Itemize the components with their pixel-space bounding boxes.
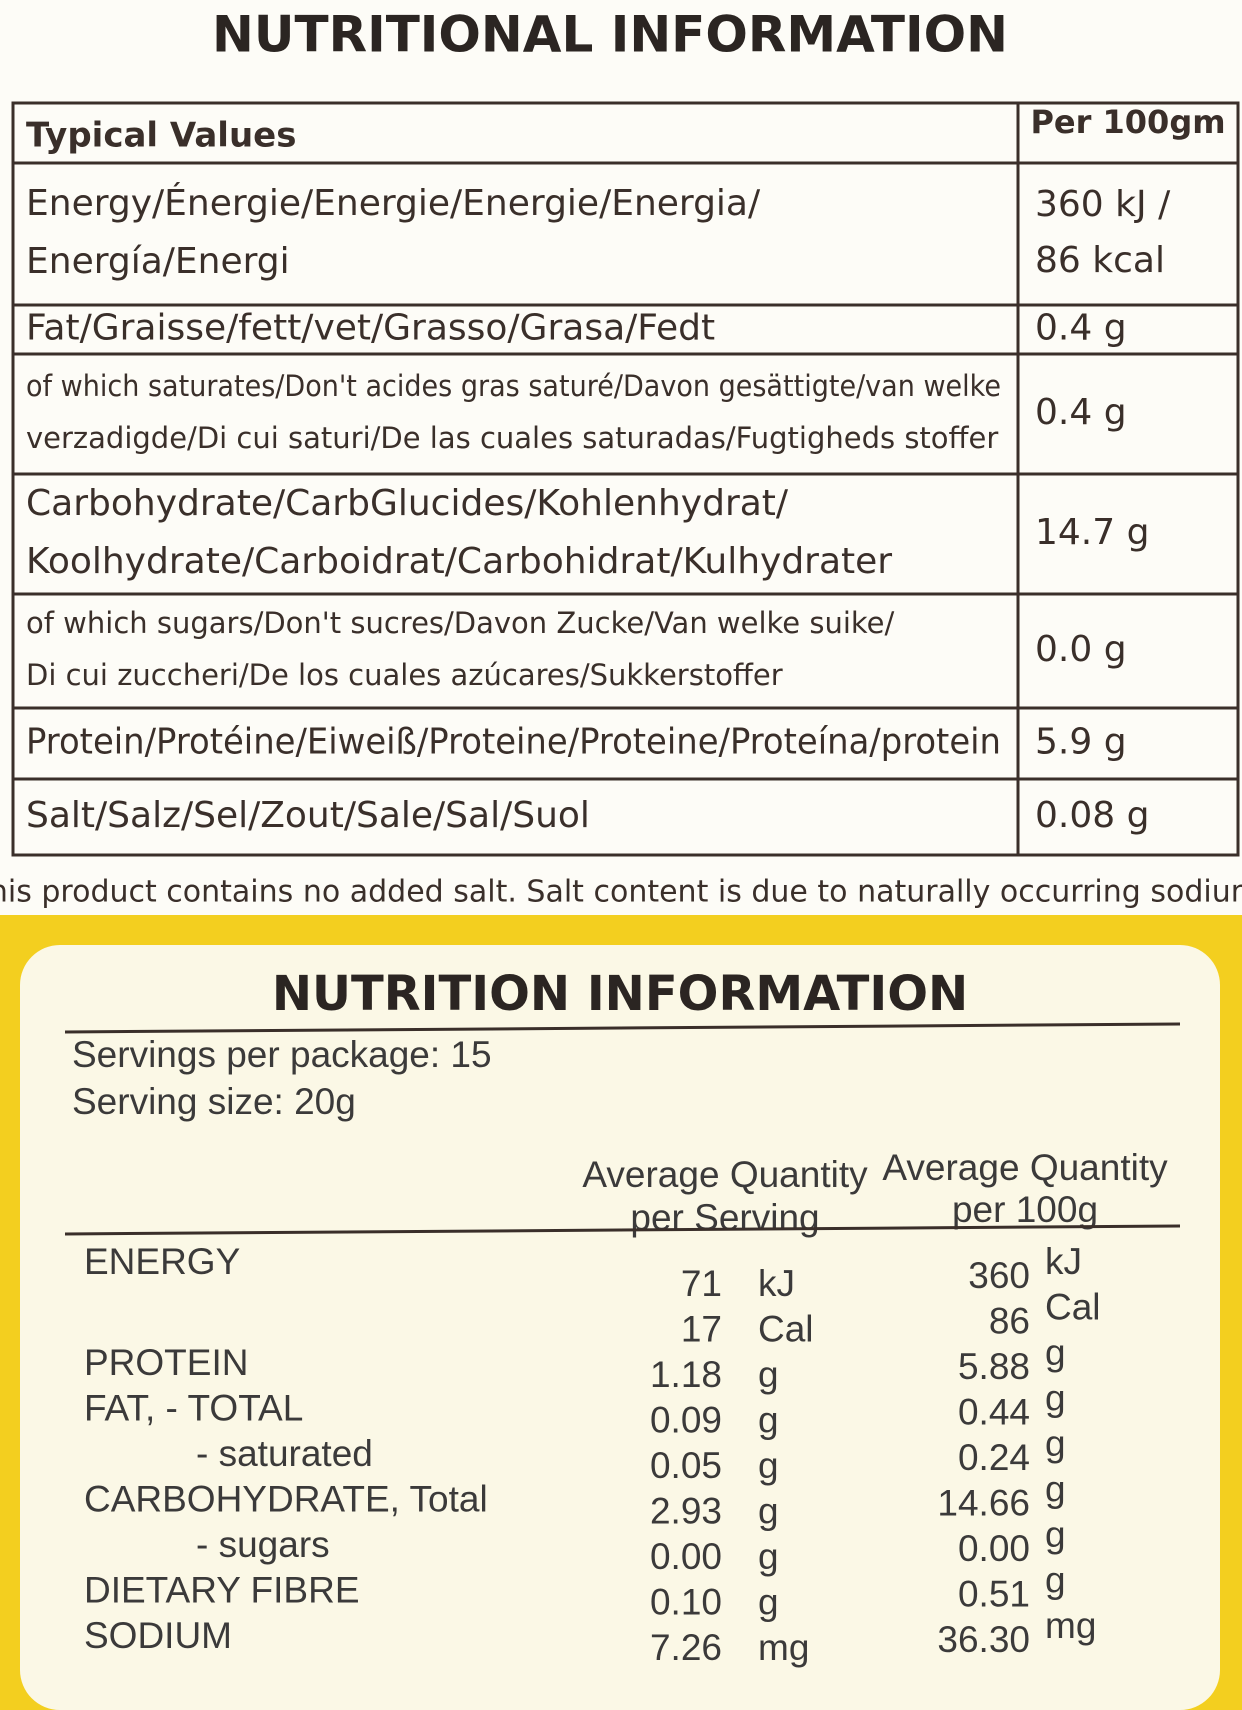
rule [64,1224,1181,1236]
serving-amount: 0.00 [650,1536,722,1577]
serving-unit: g [758,1354,779,1395]
per100-unit: g [1045,1377,1066,1418]
top-panel [0,0,1242,915]
row-label: Koolhydrate/Carboidrat/Carbohidrat/Kulhy… [26,541,892,582]
nutrient-label: ENERGY [84,1241,240,1282]
per100-amount: 0.24 [958,1437,1030,1478]
bottom-panel [20,945,1220,1710]
serving-unit: g [758,1536,779,1577]
row-label: Energía/Energi [26,241,290,282]
per100-amount: 36.30 [937,1619,1030,1660]
serving-size: Serving size: 20g [72,1081,356,1122]
serving-amount: 0.05 [650,1445,722,1486]
nutrient-label: - saturated [196,1433,373,1474]
row-value: 360 kJ / [1035,184,1171,225]
row-value: 0.4 g [1035,392,1127,433]
serving-unit: kJ [758,1263,795,1304]
serving-amount: 17 [681,1308,722,1349]
top-title: NUTRITIONAL INFORMATION [212,6,1008,64]
row-label: of which sugars/Don't sucres/Davon Zucke… [26,606,895,640]
serving-unit: g [758,1445,779,1486]
serving-unit: g [758,1490,779,1531]
row-label: Carbohydrate/CarbGlucides/Kohlenhydrat/ [26,483,789,524]
per100-unit: mg [1045,1605,1096,1646]
serving-amount: 1.18 [650,1354,722,1395]
row-label: Protein/Protéine/Eiweiß/Proteine/Protein… [26,722,1001,763]
serving-amount: 71 [681,1263,722,1304]
per100-amount: 14.66 [937,1482,1030,1523]
rule [64,1022,1181,1034]
column-header: per 100g [952,1189,1098,1230]
per100-amount: 86 [989,1300,1030,1341]
serving-unit: Cal [758,1308,814,1349]
nutrient-label: CARBOHYDRATE, Total [84,1478,488,1519]
nutrient-label: DIETARY FIBRE [84,1569,360,1610]
serving-unit: mg [758,1627,809,1668]
row-value: 14.7 g [1035,512,1149,553]
per100-unit: Cal [1045,1286,1101,1327]
per100-amount: 5.88 [958,1346,1030,1387]
row-value: 0.4 g [1035,308,1127,349]
nutrient-label: PROTEIN [84,1342,248,1383]
row-label: Fat/Graisse/fett/vet/Grasso/Grasa/Fedt [26,308,715,349]
bottom-title: NUTRITION INFORMATION [272,966,968,1022]
row-label: Salt/Salz/Sel/Zout/Sale/Sal/Suol [26,795,590,836]
serving-amount: 2.93 [650,1490,722,1531]
serving-amount: 0.09 [650,1399,722,1440]
note: This product contains no added salt. Sal… [0,875,1242,910]
row-value: 0.08 g [1035,795,1149,836]
per100-amount: 360 [968,1255,1030,1296]
serving-unit: g [758,1581,779,1622]
per100-unit: g [1045,1332,1066,1373]
column-header: per Serving [630,1197,819,1238]
header-cell: Per 100gm [1030,103,1225,141]
nutrient-label: - sugars [196,1524,330,1565]
header-cell: Typical Values [26,116,296,156]
per100-unit: g [1045,1468,1066,1509]
per100-amount: 0.51 [958,1573,1030,1614]
serving-amount: 7.26 [650,1627,722,1668]
per100-amount: 0.00 [958,1528,1030,1569]
column-header: Average Quantity [882,1147,1168,1188]
row-label: Energy/Énergie/Energie/Energie/Energia/ [26,182,761,224]
per100-unit: g [1045,1559,1066,1600]
nutrient-label: FAT, - TOTAL [84,1387,303,1428]
row-label: Di cui zuccheri/De los cuales azúcares/S… [26,658,783,692]
row-value: 0.0 g [1035,629,1127,670]
serving-unit: g [758,1399,779,1440]
per100-unit: kJ [1045,1241,1082,1282]
nutrient-label: SODIUM [84,1615,232,1656]
serving-amount: 0.10 [650,1581,722,1622]
row-value: 86 kcal [1035,240,1165,281]
table-border [11,101,1240,857]
row-label: of which saturates/Don't acides gras sat… [26,369,1001,403]
servings: Servings per package: 15 [72,1034,492,1075]
row-label: verzadigde/Di cui saturi/De las cuales s… [26,421,998,455]
row-value: 5.9 g [1035,722,1127,763]
per100-unit: g [1045,1423,1066,1464]
per100-amount: 0.44 [958,1391,1030,1432]
column-header: Average Quantity [582,1154,868,1195]
per100-unit: g [1045,1514,1066,1555]
